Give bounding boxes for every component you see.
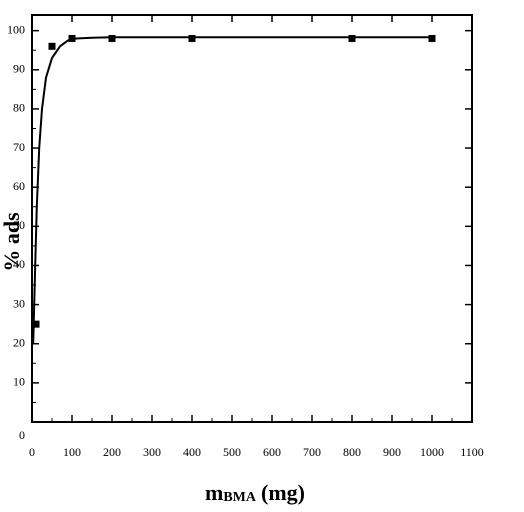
- y-tick-label: 20: [13, 335, 25, 349]
- y-axis-title: % ads: [0, 212, 24, 272]
- fit-curve: [32, 36, 432, 344]
- x-tick-label: 100: [63, 445, 81, 459]
- y-tick-label: 70: [13, 140, 25, 154]
- x-tick-label: 300: [143, 445, 161, 459]
- x-axis-title-main: m: [205, 480, 223, 505]
- y-tick-label: 10: [13, 375, 25, 389]
- data-point: [32, 320, 40, 328]
- x-tick-label: 900: [383, 445, 401, 459]
- x-tick-label: 200: [103, 445, 121, 459]
- x-tick-label: 1100: [460, 445, 484, 459]
- x-tick-label: 700: [303, 445, 321, 459]
- x-tick-label: 600: [263, 445, 281, 459]
- y-tick-label: 30: [13, 296, 25, 310]
- y-tick-label: 100: [7, 22, 25, 36]
- y-tick-label: 40: [13, 257, 25, 271]
- data-point: [428, 34, 436, 42]
- y-tick-label: 80: [13, 101, 25, 115]
- plot-frame: [31, 14, 473, 423]
- x-tick-label: 800: [343, 445, 361, 459]
- x-tick-label: 1000: [420, 445, 444, 459]
- x-tick-label: 500: [223, 445, 241, 459]
- x-tick-label: 0: [29, 445, 35, 459]
- y-tick-label: 90: [13, 62, 25, 76]
- x-axis-title-unit: (mg): [261, 480, 305, 505]
- y-tick-label: 0: [19, 428, 25, 442]
- y-tick-label: 60: [13, 179, 25, 193]
- y-tick-label: 50: [13, 218, 25, 232]
- data-point: [48, 42, 56, 50]
- data-point: [348, 34, 356, 42]
- data-point: [108, 34, 116, 42]
- x-axis-title: mBMA (mg): [205, 480, 305, 505]
- x-axis-title-subscript: BMA: [223, 490, 257, 505]
- data-point: [68, 34, 76, 42]
- data-point: [188, 34, 196, 42]
- x-tick-label: 400: [183, 445, 201, 459]
